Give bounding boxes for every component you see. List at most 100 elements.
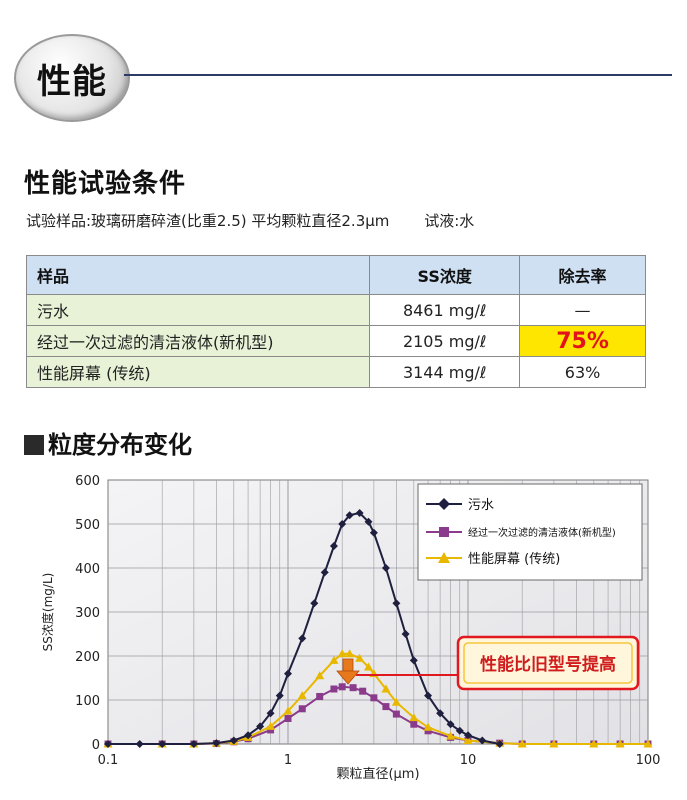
table-row: 性能屏幕 (传统) 3144 mg/ℓ 63% bbox=[25, 356, 646, 388]
data-point bbox=[104, 740, 112, 748]
data-point bbox=[391, 697, 401, 706]
legend-marker-diamond-icon bbox=[438, 498, 450, 510]
data-point bbox=[370, 694, 378, 702]
x-tick-label: 0.1 bbox=[98, 753, 119, 768]
row-ss: 8461 mg/ℓ bbox=[369, 294, 521, 326]
row-sample: 性能屏幕 (传统) bbox=[25, 356, 371, 388]
data-point bbox=[330, 685, 338, 693]
legend-label: 性能屏幕 (传统) bbox=[468, 552, 560, 567]
data-point bbox=[316, 692, 324, 700]
data-point bbox=[345, 511, 354, 520]
test-liquid-info: 试液:水 bbox=[424, 212, 475, 230]
particle-distribution-chart: 0 100 200 300 400 500 600 0.1 1 10 100 SS浓度(mg/L)… bbox=[40, 474, 660, 782]
row-ss: 2105 mg/ℓ bbox=[369, 325, 521, 357]
section-title: 性能试验条件 bbox=[24, 169, 187, 199]
row-ss: 3144 mg/ℓ bbox=[369, 356, 521, 388]
y-tick-label: 400 bbox=[75, 562, 100, 577]
data-point bbox=[363, 662, 373, 671]
data-point bbox=[256, 722, 265, 731]
header-sample: 样品 bbox=[25, 255, 371, 295]
y-tick-label: 200 bbox=[75, 650, 100, 665]
down-arrow-icon bbox=[336, 658, 360, 685]
distribution-title: 粒度分布变化 bbox=[24, 425, 192, 460]
data-point bbox=[381, 564, 390, 572]
data-point bbox=[369, 528, 378, 537]
data-point bbox=[401, 630, 410, 638]
row-sample: 污水 bbox=[25, 294, 371, 326]
x-tick-label: 1 bbox=[284, 753, 292, 768]
legend-marker-triangle-icon bbox=[438, 552, 450, 563]
data-point bbox=[464, 731, 472, 740]
row-rate: — bbox=[519, 294, 646, 326]
data-point bbox=[275, 691, 284, 700]
data-point bbox=[310, 599, 319, 608]
data-point bbox=[355, 509, 364, 517]
data-point bbox=[549, 739, 559, 748]
data-point bbox=[284, 714, 292, 722]
header-rate: 除去率 bbox=[519, 255, 646, 295]
data-point bbox=[409, 713, 419, 722]
data-point bbox=[212, 739, 221, 748]
data-point bbox=[297, 691, 307, 700]
y-tick-label: 0 bbox=[92, 738, 100, 753]
data-point bbox=[381, 684, 391, 693]
data-point bbox=[320, 568, 329, 577]
data-point bbox=[338, 520, 347, 528]
data-point bbox=[338, 683, 346, 691]
x-tick-label: 10 bbox=[460, 753, 477, 768]
square-bullet-icon bbox=[24, 435, 44, 455]
data-point bbox=[283, 706, 293, 715]
data-point bbox=[478, 736, 487, 745]
series-line bbox=[108, 652, 648, 745]
data-point bbox=[266, 709, 275, 718]
data-point bbox=[355, 653, 365, 662]
data-point bbox=[298, 705, 306, 713]
data-point bbox=[643, 739, 653, 748]
y-tick-label: 300 bbox=[75, 606, 100, 621]
data-point bbox=[267, 726, 275, 734]
data-point bbox=[409, 656, 418, 665]
data-point bbox=[517, 739, 527, 748]
data-point bbox=[135, 740, 144, 748]
legend-marker-square-icon bbox=[439, 527, 449, 537]
data-point bbox=[589, 739, 599, 748]
table-header-row: 样品 SS浓度 除去率 bbox=[25, 255, 646, 295]
data-point bbox=[284, 669, 292, 678]
distribution-title-text: 粒度分布变化 bbox=[48, 431, 192, 459]
y-tick-label: 600 bbox=[75, 474, 100, 489]
header-ss: SS浓度 bbox=[369, 255, 521, 295]
x-axis-label: 颗粒直径(μm) bbox=[336, 767, 419, 782]
data-point bbox=[345, 649, 355, 658]
y-tick-label: 100 bbox=[75, 694, 100, 709]
data-point bbox=[463, 735, 473, 744]
legend-label: 经过一次过滤的清洁液体(新机型) bbox=[468, 526, 616, 539]
data-point bbox=[615, 739, 625, 748]
table-row: 经过一次过滤的清洁液体(新机型) 2105 mg/ℓ 75% bbox=[25, 325, 646, 357]
data-point bbox=[455, 726, 464, 735]
test-conditions: 试验样品:玻璃研磨碎渣(比重2.5) 平均颗粒直径2.3μm 试液:水 bbox=[26, 210, 474, 231]
data-point bbox=[495, 740, 504, 748]
data-point bbox=[423, 722, 433, 731]
badge-text: 性能 bbox=[37, 61, 107, 102]
section-badge: 性能 bbox=[14, 34, 130, 122]
table-row: 污水 8461 mg/ℓ — bbox=[25, 294, 646, 326]
y-axis-label: SS浓度(mg/L) bbox=[40, 573, 55, 652]
legend-label: 污水 bbox=[468, 498, 494, 513]
row-rate-highlight: 75% bbox=[519, 325, 646, 357]
data-point bbox=[359, 687, 367, 695]
data-point bbox=[337, 649, 347, 658]
data-point bbox=[424, 727, 432, 735]
data-point bbox=[266, 721, 276, 730]
annotation-text: 性能比旧型号提高 bbox=[480, 654, 616, 675]
data-point bbox=[329, 655, 339, 664]
chart-legend: 污水 经过一次过滤的清洁液体(新机型) 性能屏幕 (传统) bbox=[417, 483, 643, 581]
data-point bbox=[229, 736, 238, 745]
y-tick-label: 500 bbox=[75, 518, 100, 533]
data-point bbox=[382, 703, 390, 711]
row-sample: 经过一次过滤的清洁液体(新机型) bbox=[25, 325, 371, 357]
data-point bbox=[298, 634, 307, 643]
results-table: 样品 SS浓度 除去率 污水 8461 mg/ℓ — 经过一次过滤的清洁液体(新… bbox=[25, 255, 646, 388]
data-point bbox=[364, 517, 373, 526]
data-point bbox=[392, 599, 401, 608]
data-point bbox=[189, 740, 198, 748]
